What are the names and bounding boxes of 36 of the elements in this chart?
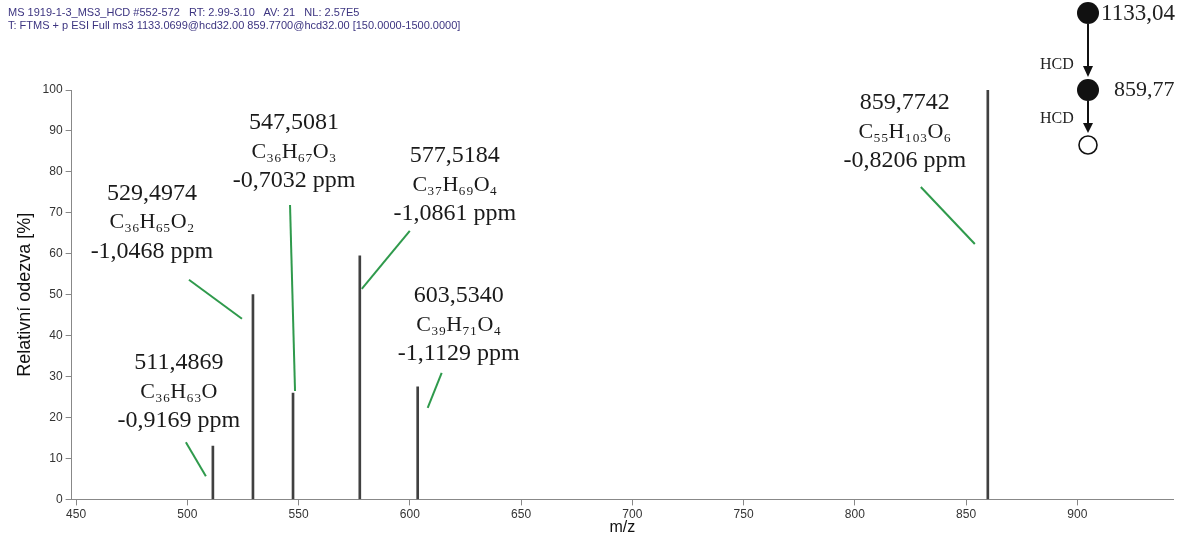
bar: [416, 386, 420, 500]
x-tick-label: 500: [177, 506, 198, 521]
bar: [986, 90, 990, 500]
y-tick-label: 20: [49, 409, 63, 424]
text: 1133,04: [1101, 0, 1175, 25]
y-tick-label: 50: [49, 287, 63, 302]
annotation: 547,5081 C₃₆H₆₇O₃ -0,7032 ppm: [232, 108, 356, 193]
annotation: 859,7742 C₅₅H₁₀₃O₆ -0,8206 ppm: [843, 88, 967, 173]
chart-subtitle: T: FTMS + p ESI Full ms3 1133.0699@hcd32.00 859.7700@hcd32.00 [150.0000-1500.0000]: [8, 19, 461, 31]
y-tick-label: 100: [42, 82, 63, 97]
text: HCD: [1040, 55, 1074, 72]
y-tick-label: 80: [49, 164, 63, 179]
x-tick-label: 600: [399, 506, 421, 521]
annotation: 529,4974 C₃₆H₆₅O₂ -1,0468 ppm: [90, 179, 214, 263]
annotation: 603,5340 C₃₉H₇₁O₄ -1,1129 ppm: [397, 281, 520, 366]
annotation: 859,77: [1114, 76, 1175, 101]
x-tick-label: 550: [288, 506, 309, 521]
x-tick-label: 450: [66, 506, 87, 521]
y-tick-label: 90: [49, 123, 63, 138]
x-tick-label: 850: [956, 506, 977, 521]
x-tick-label: 750: [733, 506, 754, 521]
y-tick-label: 60: [49, 246, 63, 261]
x-tick-label: 800: [844, 506, 866, 521]
y-tick-label: 10: [49, 450, 63, 465]
x-tick-label: 900: [1067, 506, 1088, 521]
y-axis-title: Relativní odezva [%]: [13, 212, 34, 377]
annotation: 577,5184 C₃₇H₆₉O₄ -1,0861 ppm: [393, 141, 517, 226]
chart-title: MS 1919-1-3_MS3_HCD #552-572 RT: 2.99-3.10 AV: 21 NL: 2.57E5: [8, 6, 360, 18]
y-tick-label: 30: [49, 368, 63, 383]
annotation: HCD: [1040, 109, 1074, 126]
y-tick-label: 40: [49, 327, 63, 342]
y-tick-label: 70: [49, 205, 63, 220]
annotation: 511,4869 C₃₆H₆₃O -0,9169 ppm: [117, 348, 241, 433]
x-tick-label: 650: [511, 506, 532, 521]
y-tick-label: 0: [55, 491, 63, 506]
bar: [358, 255, 362, 500]
